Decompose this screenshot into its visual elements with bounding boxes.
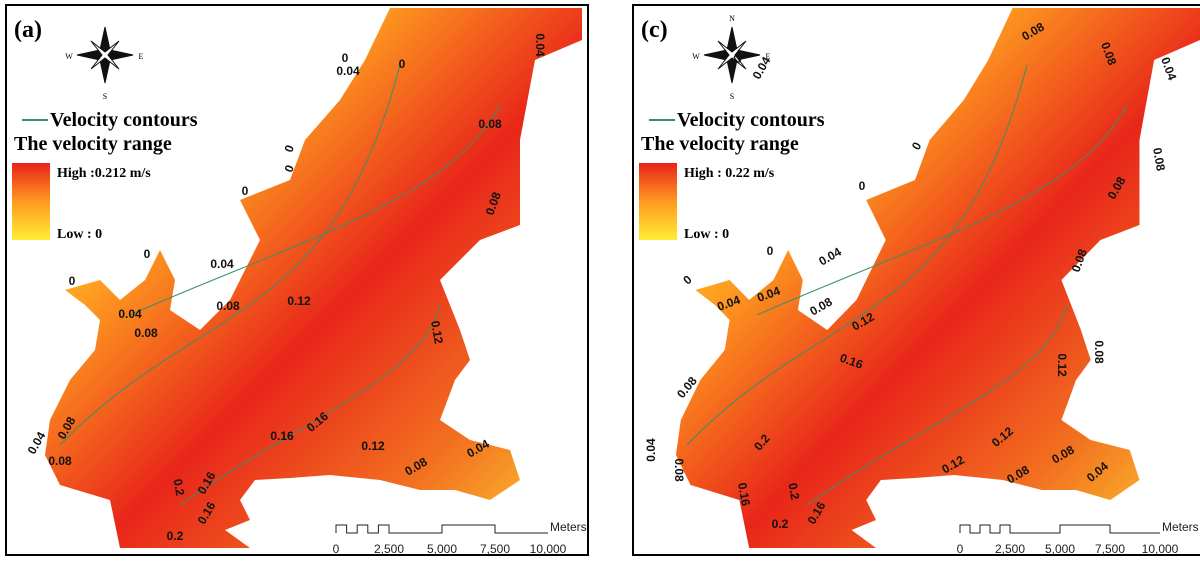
contour-label: 0.04 — [336, 64, 360, 78]
scale-tick-label: 0 — [957, 542, 964, 556]
scale-bar — [959, 524, 1160, 534]
contour-line — [806, 304, 1068, 506]
legend-contour: Velocity contours — [50, 109, 198, 131]
contour-label: 0.2 — [171, 478, 188, 497]
scale-unit: Meters — [550, 520, 587, 534]
scale-tick-label: 0 — [333, 542, 340, 556]
panel-label: (c) — [641, 17, 668, 43]
compass-letter: N — [729, 14, 735, 23]
panel-label: (a) — [14, 17, 42, 43]
contour-line — [129, 104, 501, 316]
contour-label: 0.16 — [270, 429, 294, 443]
scale-tick-label: 5,000 — [1045, 542, 1075, 556]
contour-label: 0.12 — [361, 439, 385, 453]
compass-letter: E — [139, 52, 144, 61]
contour-label: 0 — [342, 51, 349, 65]
contour-line — [756, 104, 1128, 316]
contour-label: 0.04 — [533, 33, 547, 57]
contour-line — [179, 304, 441, 506]
contour-label: 0 — [144, 247, 151, 261]
contour-label: 0.08 — [48, 454, 72, 468]
contour-label: 0.2 — [786, 482, 803, 501]
legend-high: High :0.212 m/s — [57, 166, 151, 181]
contour-label: 0.08 — [672, 458, 686, 482]
contour-label: 0 — [242, 184, 249, 198]
scale-tick-label: 10,000 — [1142, 542, 1179, 556]
compass-letter: W — [65, 52, 73, 61]
scale-tick-label: 7,500 — [1095, 542, 1125, 556]
contour-line — [686, 64, 1028, 446]
compass-rose — [717, 40, 747, 70]
scale-tick-label: 2,500 — [374, 542, 404, 556]
contour-label: 0.08 — [1150, 147, 1168, 173]
contour-line — [59, 64, 401, 446]
contour-label: 0.2 — [167, 529, 184, 543]
contour-label: 0.08 — [1092, 340, 1106, 364]
legend-gradient — [12, 163, 50, 240]
contour-label: 0 — [282, 163, 298, 174]
contour-label: 0 — [282, 143, 298, 154]
compass-letter: W — [692, 52, 700, 61]
scale-tick-label: 2,500 — [995, 542, 1025, 556]
contour-label: 0.16 — [735, 482, 753, 508]
legend-gradient — [639, 163, 677, 240]
legend-high: High : 0.22 m/s — [684, 166, 775, 181]
legend-low: Low : 0 — [57, 227, 102, 242]
contour-label: 0.2 — [772, 517, 789, 531]
scale-bar — [335, 524, 548, 534]
scale-tick-label: 5,000 — [427, 542, 457, 556]
contour-label: 0 — [69, 274, 76, 288]
scale-tick-label: 10,000 — [530, 542, 567, 556]
contour-label: 0.08 — [216, 299, 240, 313]
contour-label: 0.08 — [478, 117, 502, 131]
legend-title: The velocity range — [641, 133, 799, 155]
compass-rose — [90, 40, 120, 70]
compass-letter: S — [103, 92, 107, 101]
map-area — [675, 8, 1200, 548]
legend-contour: Velocity contours — [677, 109, 825, 131]
contour-label: 0.12 — [1055, 353, 1069, 377]
scale-unit: Meters — [1162, 520, 1199, 534]
contour-label: 0.04 — [210, 257, 234, 271]
contour-label: 0.12 — [428, 320, 446, 346]
contour-label: 0.04 — [644, 438, 658, 462]
contour-label: 0 — [859, 179, 866, 193]
scale-tick-label: 7,500 — [480, 542, 510, 556]
contour-label: 0.08 — [134, 326, 158, 340]
contour-label: 0.04 — [118, 307, 142, 321]
contour-label: 0 — [767, 244, 774, 258]
legend-title: The velocity range — [14, 133, 172, 155]
compass-letter: S — [730, 92, 734, 101]
map-area — [45, 8, 582, 548]
contour-label: 0.12 — [287, 294, 311, 308]
contour-label: 0 — [399, 57, 406, 71]
legend-low: Low : 0 — [684, 227, 729, 242]
compass-letter: E — [766, 52, 771, 61]
